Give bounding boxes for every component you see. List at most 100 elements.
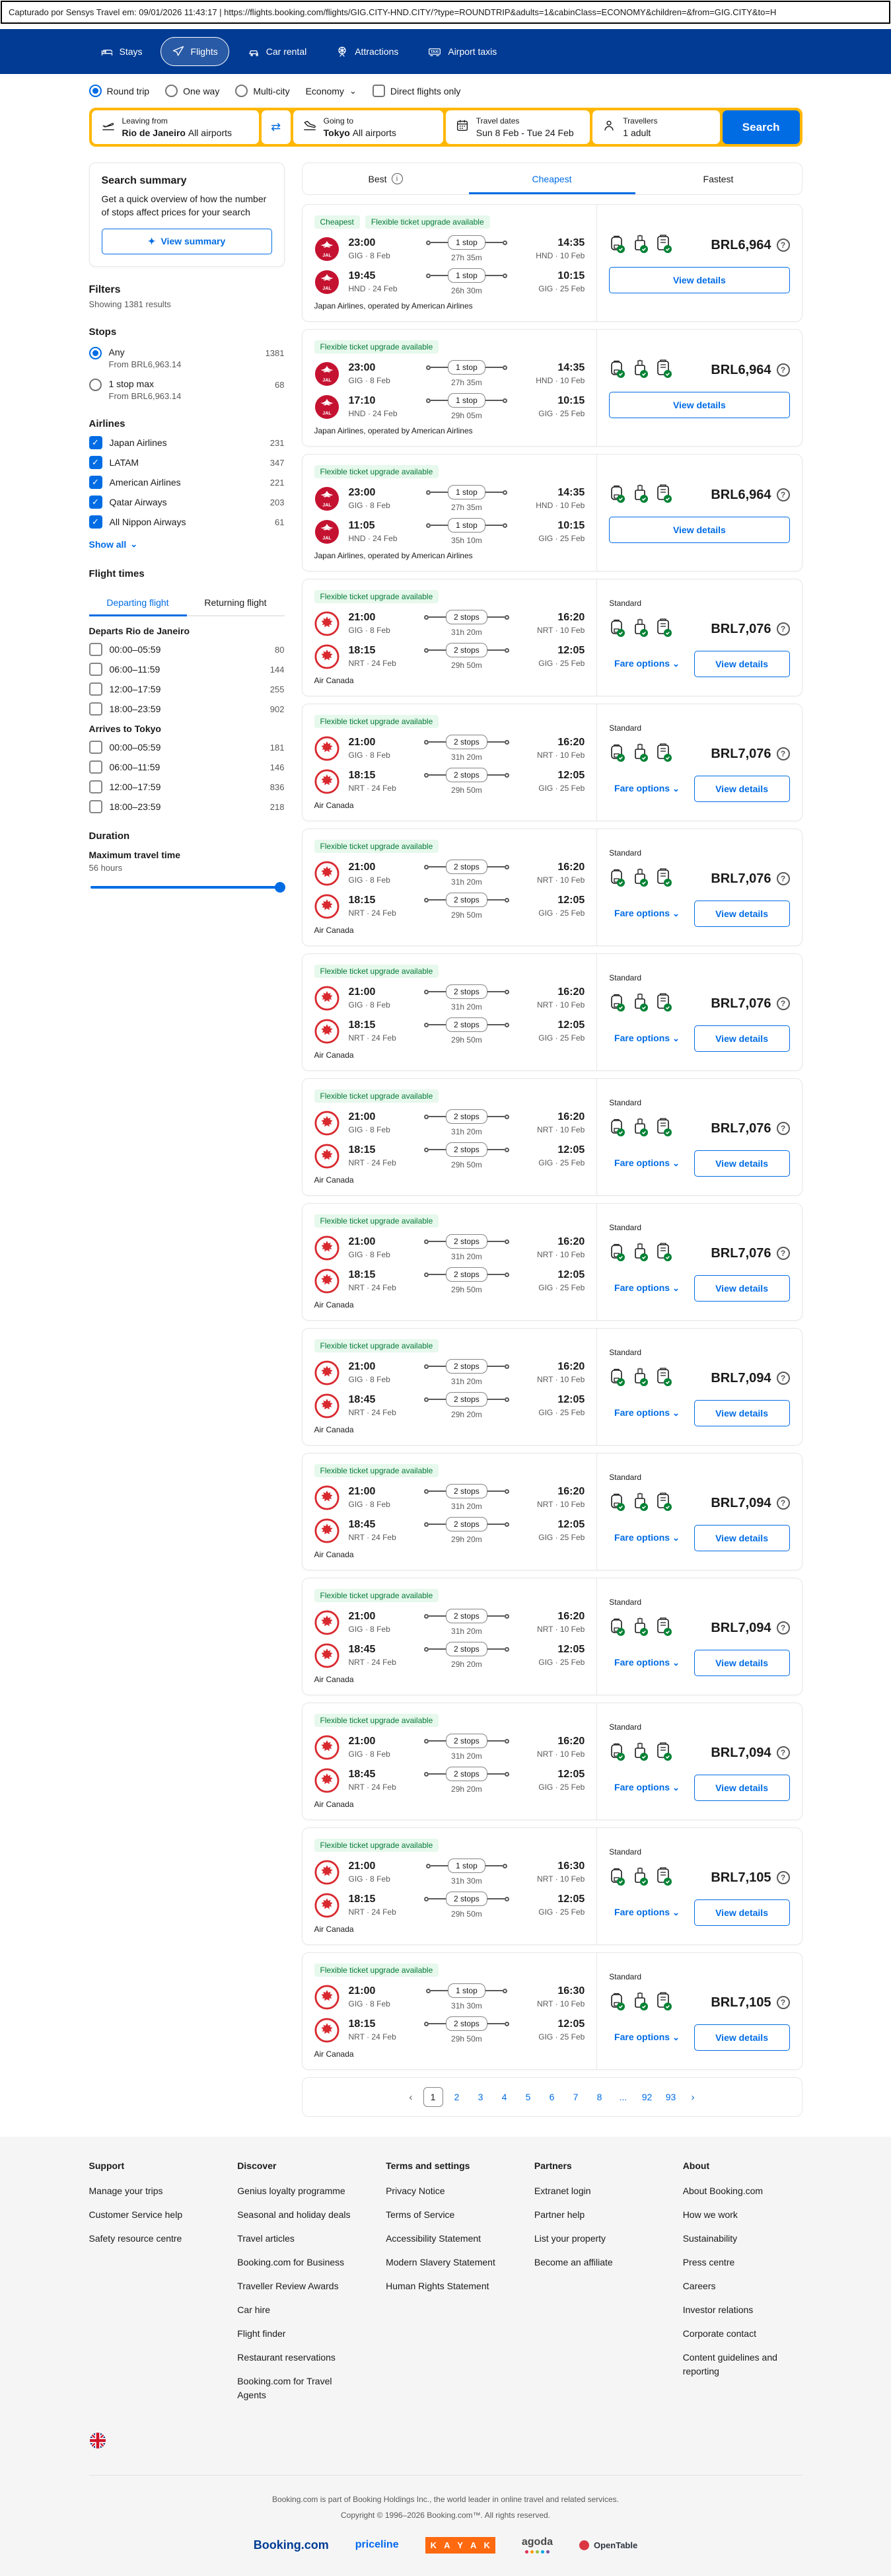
tab-best[interactable]: Best i (303, 163, 469, 194)
price-help-icon[interactable]: ? (776, 1247, 790, 1260)
stops-radio[interactable] (89, 346, 102, 359)
footer-link[interactable]: Press centre (682, 2257, 735, 2267)
footer-link[interactable]: Car hire (237, 2304, 271, 2315)
stops-option[interactable]: 1 stop max From BRL6,963.14 68 (89, 378, 285, 401)
airline-checkbox[interactable]: ✓ (89, 515, 102, 529)
kayak-logo[interactable]: K A Y A K (425, 2536, 495, 2554)
page-number[interactable]: 7 (573, 2092, 579, 2102)
footer-link[interactable]: How we work (682, 2209, 738, 2220)
footer-link[interactable]: Travel articles (237, 2233, 295, 2244)
nav-item-stays[interactable]: Stays (89, 37, 154, 66)
previous-page-chevron[interactable]: ‹ (409, 2091, 413, 2103)
footer-link[interactable]: List your property (534, 2233, 606, 2244)
airline-checkbox[interactable]: ✓ (89, 475, 102, 489)
radio-round-trip[interactable] (89, 85, 102, 97)
price-help-icon[interactable]: ? (776, 747, 790, 760)
footer-link[interactable]: Careers (682, 2281, 716, 2291)
fare-options-link[interactable]: Fare options ⌄ (614, 658, 680, 669)
going-to-field[interactable]: Going to Tokyo All airports (293, 110, 443, 144)
priceline-logo[interactable]: priceline (355, 2539, 399, 2550)
time-range-checkbox[interactable] (89, 760, 102, 774)
view-details-button[interactable]: View details (694, 1649, 790, 1676)
fare-options-link[interactable]: Fare options ⌄ (614, 2032, 680, 2042)
time-range-checkbox[interactable] (89, 799, 102, 813)
footer-link[interactable]: Sustainability (682, 2233, 738, 2244)
fare-options-link[interactable]: Fare options ⌄ (614, 1782, 680, 1792)
price-help-icon[interactable]: ? (776, 1871, 790, 1884)
booking-logo[interactable]: Booking.com (253, 2538, 329, 2552)
radio-one-way[interactable] (165, 85, 178, 97)
time-range-option[interactable]: 12:00–17:59 836 (89, 780, 285, 793)
footer-link[interactable]: Extranet login (534, 2186, 591, 2196)
view-details-button[interactable]: View details (694, 2024, 790, 2051)
view-details-button[interactable]: View details (694, 1399, 790, 1426)
view-details-button[interactable]: View details (694, 900, 790, 927)
view-details-button[interactable]: View details (694, 1025, 790, 1052)
direct-flights-checkbox[interactable] (372, 85, 385, 97)
price-help-icon[interactable]: ? (776, 1122, 790, 1135)
time-range-checkbox[interactable] (89, 642, 102, 656)
footer-link[interactable]: Safety resource centre (89, 2233, 182, 2244)
page-number[interactable]: 92 (641, 2092, 653, 2102)
leaving-from-field[interactable]: Leaving from Rio de Janeiro All airports (91, 110, 259, 144)
footer-link[interactable]: Seasonal and holiday deals (237, 2209, 351, 2220)
footer-link[interactable]: Privacy Notice (386, 2186, 445, 2196)
info-icon[interactable]: i (391, 173, 403, 184)
page-number[interactable]: 6 (549, 2092, 555, 2102)
view-details-button[interactable]: View details (694, 1774, 790, 1801)
airline-option[interactable]: ✓ Qatar Airways 203 (89, 495, 285, 509)
nav-item-airport-taxis[interactable]: TAXI Airport taxis (416, 37, 508, 66)
view-details-button[interactable]: View details (694, 650, 790, 677)
page-number[interactable]: 8 (596, 2092, 602, 2102)
footer-link[interactable]: Traveller Review Awards (237, 2281, 339, 2291)
time-range-option[interactable]: 00:00–05:59 181 (89, 740, 285, 754)
search-button[interactable]: Search (722, 110, 800, 144)
time-range-option[interactable]: 06:00–11:59 146 (89, 760, 285, 774)
footer-link[interactable]: Partner help (534, 2209, 585, 2220)
footer-link[interactable]: Content guidelines and reporting (682, 2352, 777, 2376)
swap-airports-button[interactable]: ⇄ (261, 110, 291, 144)
view-details-button[interactable]: View details (609, 266, 790, 293)
time-range-checkbox[interactable] (89, 682, 102, 696)
fare-options-link[interactable]: Fare options ⌄ (614, 1657, 680, 1668)
fare-options-link[interactable]: Fare options ⌄ (614, 908, 680, 918)
price-help-icon[interactable]: ? (776, 1372, 790, 1385)
airline-option[interactable]: ✓ LATAM 347 (89, 455, 285, 469)
airline-checkbox[interactable]: ✓ (89, 455, 102, 469)
fare-options-link[interactable]: Fare options ⌄ (614, 1158, 680, 1168)
footer-link[interactable]: Flight finder (237, 2328, 286, 2339)
view-details-button[interactable]: View details (609, 391, 790, 418)
duration-slider[interactable] (90, 881, 285, 893)
price-help-icon[interactable]: ? (776, 622, 790, 636)
price-help-icon[interactable]: ? (776, 1496, 790, 1510)
time-range-checkbox[interactable] (89, 702, 102, 716)
page-number[interactable]: 93 (665, 2092, 676, 2102)
airline-checkbox[interactable]: ✓ (89, 495, 102, 509)
tab-cheapest[interactable]: Cheapest (468, 163, 635, 194)
footer-link[interactable]: About Booking.com (682, 2186, 764, 2196)
trip-type-multi-city[interactable]: Multi-city (235, 85, 290, 97)
footer-link[interactable]: Booking.com for Travel Agents (237, 2376, 332, 2400)
view-summary-button[interactable]: ✦ View summary (101, 228, 272, 254)
time-range-option[interactable]: 00:00–05:59 80 (89, 642, 285, 656)
travellers-field[interactable]: Travellers 1 adult (592, 110, 720, 144)
time-range-checkbox[interactable] (89, 740, 102, 754)
time-range-option[interactable]: 18:00–23:59 218 (89, 799, 285, 813)
tab-returning-flight[interactable]: Returning flight (204, 597, 267, 608)
price-help-icon[interactable]: ? (776, 1996, 790, 2009)
view-details-button[interactable]: View details (694, 1524, 790, 1551)
show-all-airlines-link[interactable]: Show all ⌄ (89, 538, 138, 550)
airline-option[interactable]: ✓ American Airlines 221 (89, 475, 285, 489)
cabin-class-dropdown[interactable]: Economy ⌄ (306, 86, 357, 96)
footer-link[interactable]: Investor relations (682, 2304, 754, 2315)
price-help-icon[interactable]: ? (776, 1746, 790, 1759)
airline-checkbox[interactable]: ✓ (89, 435, 102, 449)
time-range-option[interactable]: 06:00–11:59 144 (89, 662, 285, 676)
fare-options-link[interactable]: Fare options ⌄ (614, 1282, 680, 1293)
page-number[interactable]: 2 (454, 2092, 460, 2102)
trip-type-round-trip[interactable]: Round trip (89, 85, 149, 97)
direct-flights-toggle[interactable]: Direct flights only (372, 85, 460, 97)
view-details-button[interactable]: View details (694, 1274, 790, 1302)
nav-item-flights[interactable]: Flights (160, 37, 229, 66)
footer-link[interactable]: Terms of Service (386, 2209, 455, 2220)
